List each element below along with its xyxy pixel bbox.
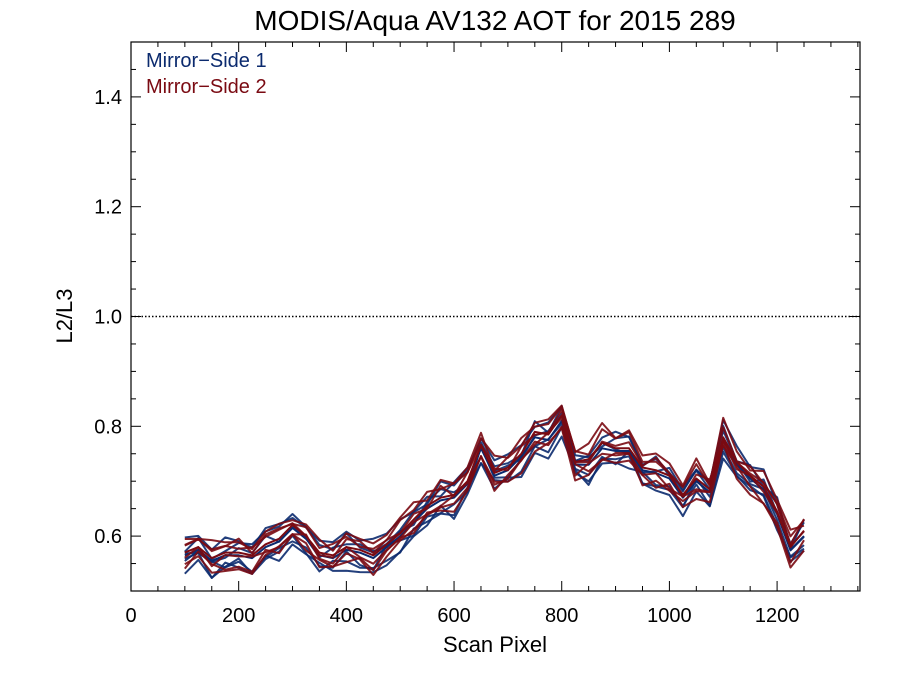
- x-tick-label: 0: [125, 605, 136, 627]
- legend: Mirror−Side 1 Mirror−Side 2: [146, 50, 267, 98]
- series-line: [184, 414, 805, 560]
- x-tick-label: 1000: [647, 605, 692, 627]
- series-line: [184, 409, 805, 559]
- y-axis-label: L2/L3: [52, 288, 77, 343]
- chart-title: MODIS/Aqua AV132 AOT for 2015 289: [254, 5, 735, 36]
- series-line: [184, 422, 805, 573]
- y-tick-label: 1.0: [94, 307, 122, 329]
- legend-entry: Mirror−Side 1: [146, 50, 267, 72]
- series-line: [184, 435, 805, 579]
- x-tick-label: 400: [330, 605, 363, 627]
- x-tick-label: 200: [222, 605, 255, 627]
- plot-area: [131, 315, 860, 579]
- y-tick-label: 1.4: [94, 87, 122, 109]
- legend-entry: Mirror−Side 2: [146, 76, 267, 98]
- y-tick-label: 1.2: [94, 197, 122, 219]
- axes: 0 200 400 600 800 1000 1200 0.6 0.8 1.0 1.2 1.4: [94, 41, 861, 627]
- series-line: [184, 404, 805, 552]
- x-tick-label: 600: [437, 605, 470, 627]
- series-line: [184, 427, 805, 576]
- x-axis-label: Scan Pixel: [443, 632, 547, 657]
- x-tick-label: 1200: [755, 605, 800, 627]
- series-line: [184, 404, 805, 551]
- y-tick-label: 0.8: [94, 416, 122, 438]
- x-tick-label: 800: [545, 605, 578, 627]
- y-tick-label: 0.6: [94, 526, 122, 548]
- series-line: [184, 425, 805, 573]
